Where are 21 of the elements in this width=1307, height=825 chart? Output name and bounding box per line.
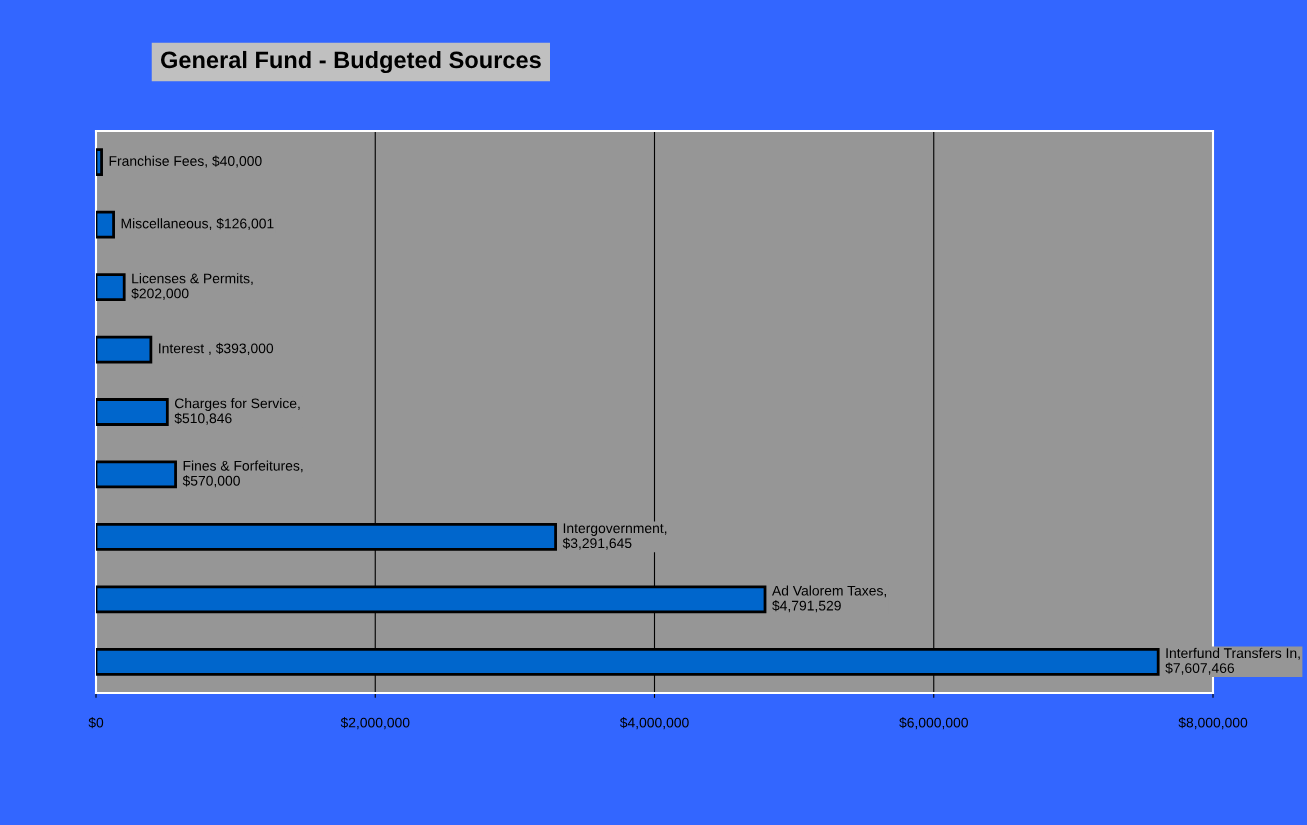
bar — [96, 460, 177, 489]
data-label: Interest , $393,000 — [159, 342, 274, 355]
data-label: Charges for Service, $510,846 — [174, 398, 300, 425]
bar — [96, 398, 169, 426]
data-label: Miscellaneous, $126,001 — [121, 217, 274, 231]
data-label: Licenses & Permits, $202,000 — [131, 273, 253, 300]
x-tick-label: $4,000,000 — [619, 717, 689, 730]
data-label: Franchise Fees, $40,000 — [109, 155, 262, 168]
bar — [96, 210, 115, 239]
bar — [96, 148, 103, 177]
x-tick-label: $2,000,000 — [340, 717, 410, 730]
bar — [96, 335, 153, 364]
bar — [96, 273, 126, 301]
data-label: Ad Valorem Taxes, $4,791,529 — [771, 585, 886, 613]
chart-title: General Fund - Budgeted Sources — [160, 50, 541, 74]
x-tick-label: $0 — [88, 717, 104, 729]
data-label: Intergovernment, $3,291,645 — [562, 523, 667, 550]
data-label: Fines & Forfeitures, $570,000 — [182, 460, 303, 488]
data-label: Interfund Transfers In, $7,607,466 — [1165, 647, 1300, 675]
x-tick-label: $8,000,000 — [1178, 717, 1248, 730]
x-tick-label: $6,000,000 — [899, 717, 968, 730]
